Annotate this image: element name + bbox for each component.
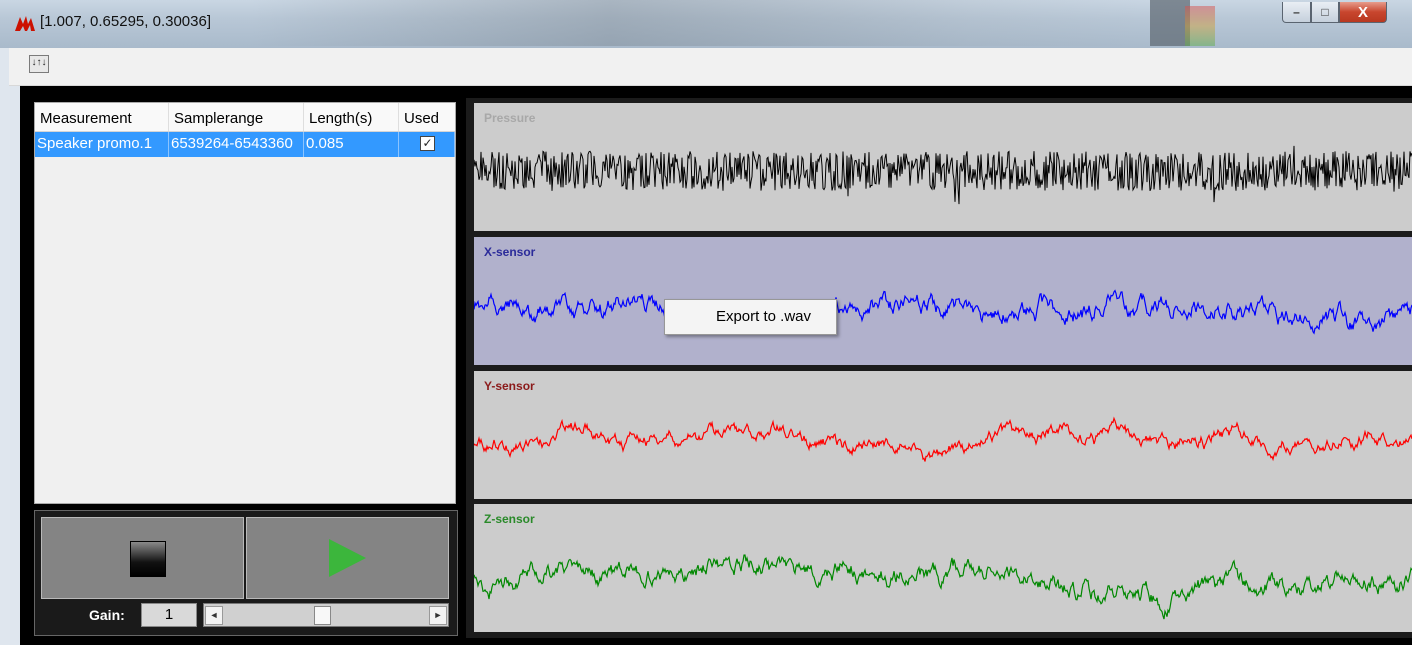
play-button[interactable]	[246, 517, 449, 599]
cell-used: ✓	[399, 132, 455, 157]
window-title: [1.007, 0.65295, 0.30036]	[40, 13, 211, 30]
plot-label-y-sensor: Y-sensor	[484, 379, 535, 393]
transport-panel: Gain: 1 ◄ ►	[34, 510, 458, 636]
table-row[interactable]: Speaker promo.1 6539264-6543360 0.085 ✓	[35, 132, 455, 157]
app-logo-icon	[15, 16, 35, 31]
gain-label: Gain:	[89, 607, 125, 623]
column-header-samplerange[interactable]: Samplerange	[169, 103, 304, 131]
plot-label-pressure: Pressure	[484, 111, 536, 125]
plot-x-sensor[interactable]: X-sensor	[474, 237, 1412, 365]
column-header-used[interactable]: Used	[404, 110, 440, 127]
sort-tool-icon[interactable]: ↓↑↓	[29, 55, 49, 73]
gain-slider[interactable]: ◄ ►	[203, 603, 449, 627]
window-controls: – □ X	[1282, 2, 1387, 24]
plot-label-z-sensor: Z-sensor	[484, 512, 535, 526]
cell-measurement: Speaker promo.1	[35, 132, 169, 157]
plot-y-sensor[interactable]: Y-sensor	[474, 371, 1412, 499]
slider-thumb[interactable]	[314, 606, 331, 625]
pressure-waveform	[474, 145, 1412, 205]
context-menu: Export to .wav	[664, 299, 837, 335]
used-checkbox[interactable]: ✓	[420, 136, 435, 151]
table-header: Measurement Samplerange Length(s) Used	[35, 103, 455, 132]
slider-left-arrow-icon[interactable]: ◄	[205, 606, 223, 625]
export-wav-menu-item[interactable]: Export to .wav	[715, 308, 811, 325]
background-blur-dark	[1150, 0, 1190, 46]
column-header-measurement[interactable]: Measurement	[35, 103, 169, 131]
cell-length: 0.085	[304, 132, 399, 157]
close-button[interactable]: X	[1339, 2, 1387, 23]
z-sensor-waveform	[474, 554, 1412, 620]
slider-right-arrow-icon[interactable]: ►	[429, 606, 447, 625]
stop-icon	[130, 541, 166, 577]
play-icon	[329, 539, 366, 577]
measurement-table: Measurement Samplerange Length(s) Used S…	[34, 102, 456, 504]
maximize-button[interactable]: □	[1311, 2, 1339, 23]
x-sensor-waveform	[474, 289, 1412, 335]
plot-pressure[interactable]: Pressure	[474, 103, 1412, 231]
y-sensor-waveform	[474, 416, 1412, 462]
background-blur-color	[1185, 6, 1215, 46]
signal-plots: Pressure X-sensor Y-sensor Z-sensor	[466, 98, 1412, 638]
minimize-button[interactable]: –	[1282, 2, 1311, 23]
background-blur	[250, 0, 1150, 46]
plot-label-x-sensor: X-sensor	[484, 245, 536, 259]
title-bar	[0, 0, 1412, 48]
toolbar	[9, 48, 1412, 86]
stop-button[interactable]	[41, 517, 244, 599]
gain-value-field[interactable]: 1	[141, 603, 197, 627]
cell-samplerange: 6539264-6543360	[169, 132, 304, 157]
column-header-length[interactable]: Length(s)	[304, 103, 399, 131]
plot-z-sensor[interactable]: Z-sensor	[474, 504, 1412, 632]
